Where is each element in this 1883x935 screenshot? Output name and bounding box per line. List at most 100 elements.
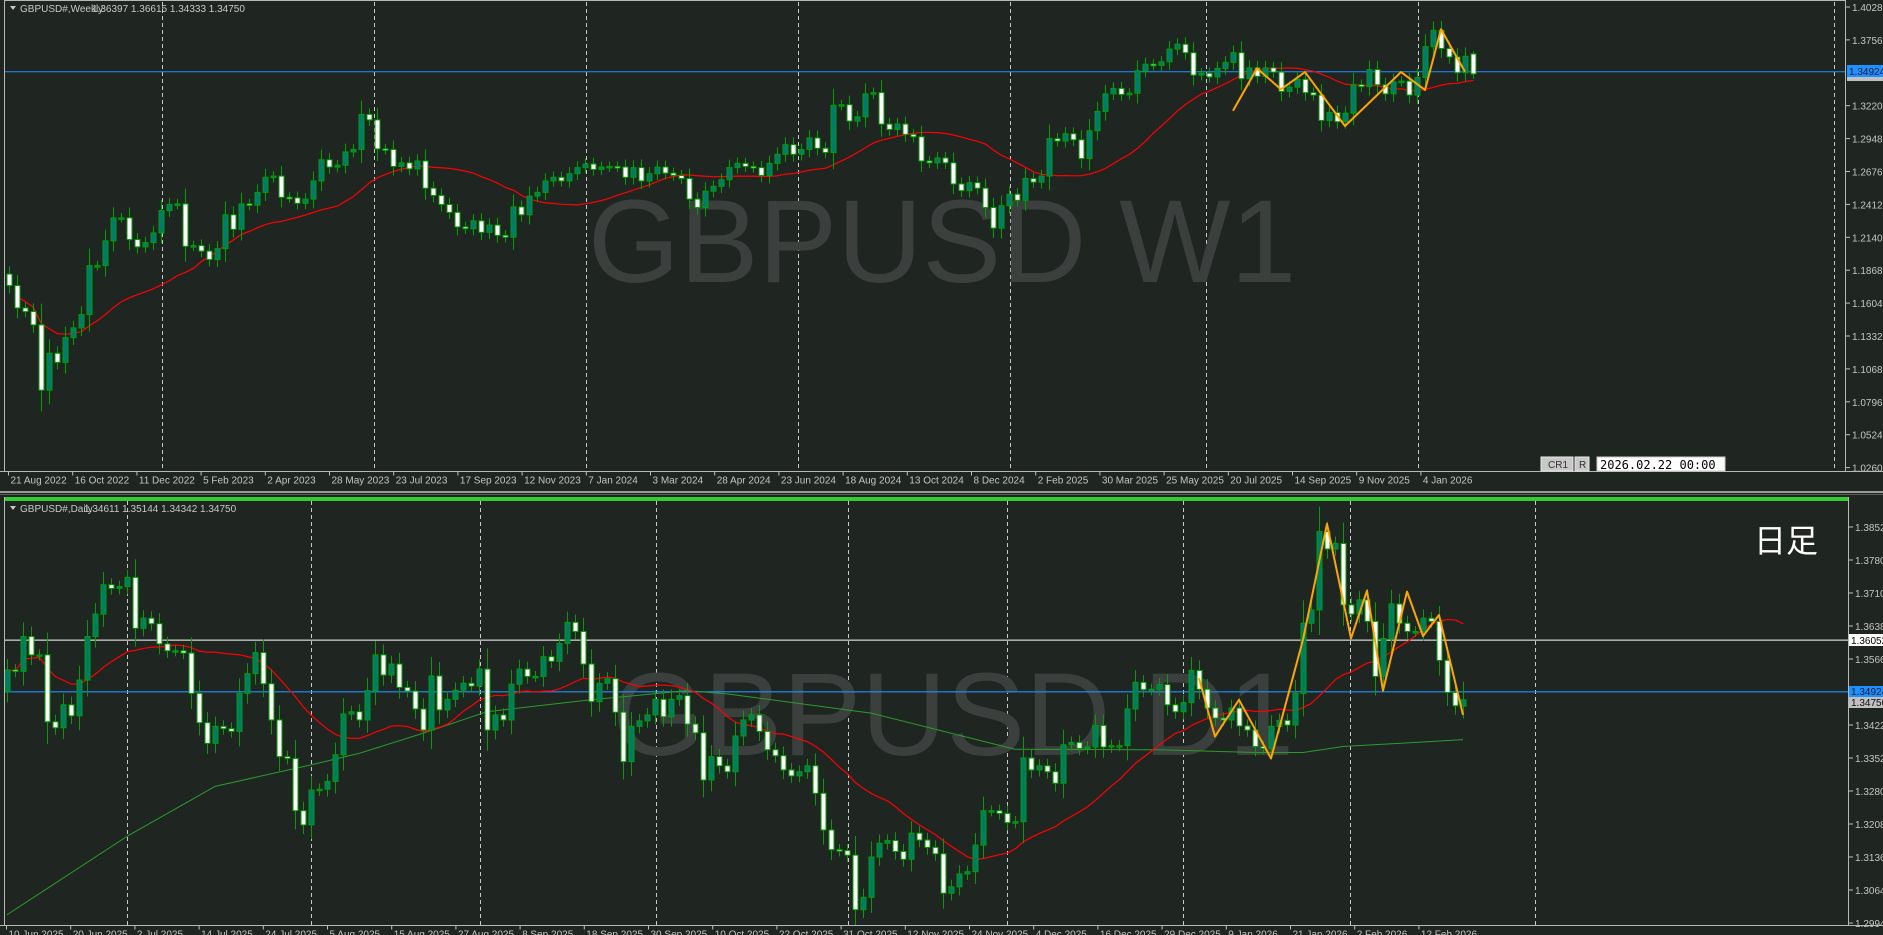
bear-candle (300, 801, 307, 834)
candle-body (86, 265, 93, 316)
bull-candle (36, 649, 43, 661)
bear-candle (38, 303, 45, 412)
collapse-triangle-icon[interactable] (10, 6, 16, 10)
candle-body (1006, 193, 1013, 207)
bull-candle (1020, 736, 1027, 844)
candle-body (446, 204, 453, 213)
bear-candle (1348, 597, 1355, 622)
date-tick-label: 3 Mar 2024 (653, 476, 704, 487)
bear-candle (524, 661, 531, 684)
bull-candle (62, 326, 69, 374)
bear-candle (1404, 615, 1411, 640)
price-tick-label: 1.37800 (1855, 556, 1883, 567)
bear-candle (52, 714, 59, 735)
bear-candle (412, 681, 419, 719)
candle-body (398, 162, 405, 167)
bull-candle (654, 160, 661, 181)
bull-candle (628, 712, 635, 776)
candle-body (1142, 63, 1149, 72)
date-tick-label: 15 Aug 2025 (394, 930, 451, 935)
bull-candle (564, 611, 571, 655)
candle-body (892, 840, 899, 852)
candle-body (246, 203, 253, 206)
candle-body (100, 584, 107, 615)
bear-candle (958, 177, 965, 198)
candle-body (532, 675, 539, 679)
daily-plot-area[interactable] (5, 506, 1848, 928)
bear-candle (1078, 130, 1085, 169)
bear-candle (260, 639, 267, 698)
bull-candle (804, 758, 811, 779)
bull-candle (340, 698, 347, 771)
bear-candle (420, 698, 427, 741)
weekly-plot-area[interactable] (5, 20, 1845, 412)
bull-candle (348, 705, 355, 721)
bear-candle (1206, 67, 1213, 83)
bull-candle (718, 173, 725, 193)
datetime-field[interactable]: 2026.02.22 00:00 (1596, 456, 1726, 472)
candle-body (1148, 688, 1155, 692)
bull-candle (876, 834, 883, 866)
candle-body (902, 123, 909, 135)
candle-body (310, 180, 317, 200)
panel-splitter[interactable] (0, 491, 1883, 493)
candle-body (582, 163, 589, 169)
date-tick-label: 23 Jul 2023 (396, 476, 448, 487)
daily-chart-panel[interactable]: GBPUSD D1 日足 GBPUSD#,Daily 1.34611 1.351… (0, 497, 1883, 935)
bull-candle (734, 157, 741, 174)
candle-body (764, 730, 771, 751)
candle-body (308, 789, 315, 826)
bull-candle (726, 159, 733, 188)
date-tick-label: 22 Oct 2025 (779, 930, 834, 935)
candle-body (644, 714, 651, 722)
candle-body (220, 725, 227, 730)
date-tick-label: 18 Sep 2025 (586, 930, 643, 935)
daily-bid-label: 1.34750 1.34924 (1849, 686, 1883, 709)
candle-body (684, 695, 691, 725)
bear-candle (686, 168, 693, 210)
date-tick-label: 9 Jan 2026 (1228, 930, 1278, 935)
candle-body (1460, 699, 1467, 707)
bear-candle (286, 192, 293, 203)
candle-body (172, 650, 179, 653)
candle-body (460, 682, 467, 691)
candle-body (1036, 765, 1043, 771)
candle-body (1310, 92, 1317, 96)
candle-body (430, 187, 437, 196)
bear-candle (478, 213, 485, 241)
bear-candle (204, 712, 211, 754)
candle-body (1022, 178, 1029, 201)
bull-candle (332, 742, 339, 794)
candle-body (404, 686, 411, 692)
candle-body (662, 166, 669, 174)
candle-body (118, 217, 125, 220)
bull-candle (1462, 47, 1469, 82)
candle-body (244, 673, 251, 694)
candle-body (1236, 707, 1243, 727)
candle-body (260, 652, 267, 685)
candle-body (910, 133, 917, 138)
candle-body (868, 856, 875, 898)
bear-candle (188, 637, 195, 709)
weekly-chart-panel[interactable]: GBPUSD W1 GBPUSD#,Weekly 1.36397 1.36615… (0, 0, 1883, 487)
bear-candle (422, 149, 429, 200)
bear-candle (468, 677, 475, 693)
bear-candle (278, 165, 285, 208)
bull-candle (1134, 60, 1141, 104)
candle-body (444, 698, 451, 711)
bull-candle (46, 339, 53, 405)
bull-candle (414, 154, 421, 176)
date-tick-label: 23 Jun 2024 (781, 476, 836, 487)
r-button[interactable]: R (1574, 456, 1590, 472)
candle-body (1188, 669, 1195, 704)
candle-body (1374, 69, 1381, 86)
cr1-button[interactable]: CR1 (1540, 456, 1574, 472)
candle-body (860, 896, 867, 911)
candle-body (750, 165, 757, 169)
bear-candle (430, 181, 437, 203)
bear-candle (1182, 37, 1189, 60)
candle-body (1038, 175, 1045, 183)
bull-candle (1084, 741, 1091, 755)
candle-body (252, 652, 259, 675)
collapse-triangle-icon[interactable] (10, 506, 16, 510)
